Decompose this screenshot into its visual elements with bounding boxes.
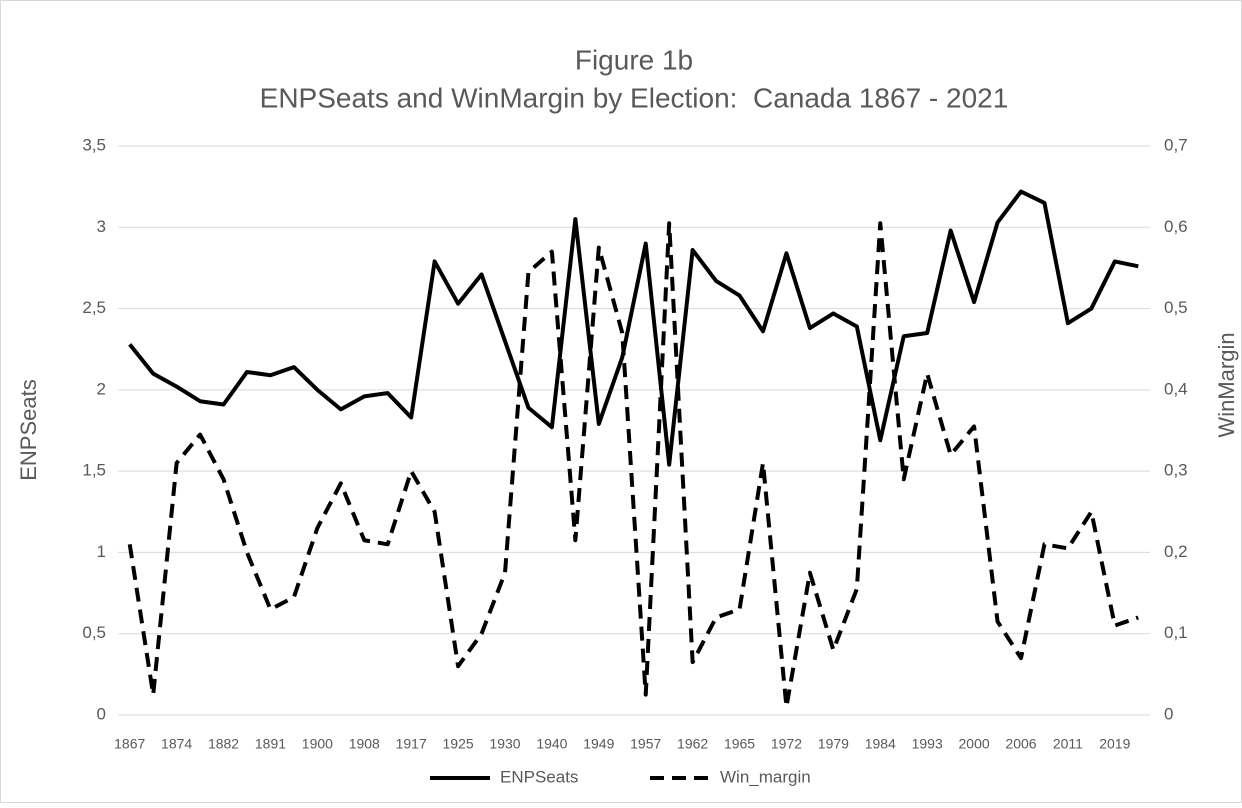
y-tick-label: 2 bbox=[97, 379, 106, 398]
y-tick-label: 0,5 bbox=[82, 623, 106, 642]
y2-tick-label: 0,6 bbox=[1164, 217, 1188, 236]
y-tick-label: 1,5 bbox=[82, 461, 106, 480]
y2-tick-label: 0,2 bbox=[1164, 542, 1188, 561]
y-tick-label: 0 bbox=[97, 704, 106, 723]
x-tick-label: 1957 bbox=[630, 736, 661, 752]
x-tick-label: 1882 bbox=[208, 736, 239, 752]
x-tick-label: 1891 bbox=[255, 736, 286, 752]
x-tick-label: 1867 bbox=[114, 736, 145, 752]
x-tick-label: 2006 bbox=[1005, 736, 1036, 752]
series-line bbox=[127, 221, 1139, 709]
chart-title: Figure 1b bbox=[575, 44, 693, 75]
x-tick-label: 1874 bbox=[161, 736, 192, 752]
y-tick-label: 3 bbox=[97, 217, 106, 236]
y2-tick-label: 0,3 bbox=[1164, 461, 1188, 480]
y-tick-label: 1 bbox=[97, 542, 106, 561]
x-tick-label: 1993 bbox=[912, 736, 943, 752]
x-tick-label: 1979 bbox=[818, 736, 849, 752]
x-tick-label: 1908 bbox=[349, 736, 380, 752]
legend-label: Win_margin bbox=[720, 767, 811, 786]
y2-tick-label: 0 bbox=[1164, 704, 1173, 723]
x-tick-label: 1984 bbox=[865, 736, 896, 752]
x-tick-label: 1925 bbox=[443, 736, 474, 752]
x-tick-label: 1917 bbox=[396, 736, 427, 752]
y2-tick-label: 0,1 bbox=[1164, 623, 1188, 642]
x-tick-label: 1930 bbox=[489, 736, 520, 752]
y-tick-label: 2,5 bbox=[82, 298, 106, 317]
chart-subtitle: ENPSeats and WinMargin by Election: Cana… bbox=[260, 82, 1009, 113]
y2-axis-label: WinMargin bbox=[1214, 332, 1239, 437]
x-tick-label: 2019 bbox=[1099, 736, 1130, 752]
x-tick-label: 2000 bbox=[959, 736, 990, 752]
y2-tick-label: 0,5 bbox=[1164, 298, 1188, 317]
x-tick-label: 1972 bbox=[771, 736, 802, 752]
x-tick-label: 1962 bbox=[677, 736, 708, 752]
y2-tick-label: 0,7 bbox=[1164, 135, 1188, 154]
y-axis-label: ENPSeats bbox=[16, 379, 41, 481]
x-tick-label: 1949 bbox=[583, 736, 614, 752]
y-tick-label: 3,5 bbox=[82, 135, 106, 154]
x-tick-label: 1900 bbox=[302, 736, 333, 752]
x-tick-label: 1940 bbox=[536, 736, 567, 752]
y2-tick-label: 0,4 bbox=[1164, 379, 1188, 398]
x-tick-label: 2011 bbox=[1053, 736, 1083, 752]
legend-label: ENPSeats bbox=[500, 767, 578, 786]
x-tick-label: 1965 bbox=[724, 736, 755, 752]
series-line bbox=[128, 189, 1139, 467]
